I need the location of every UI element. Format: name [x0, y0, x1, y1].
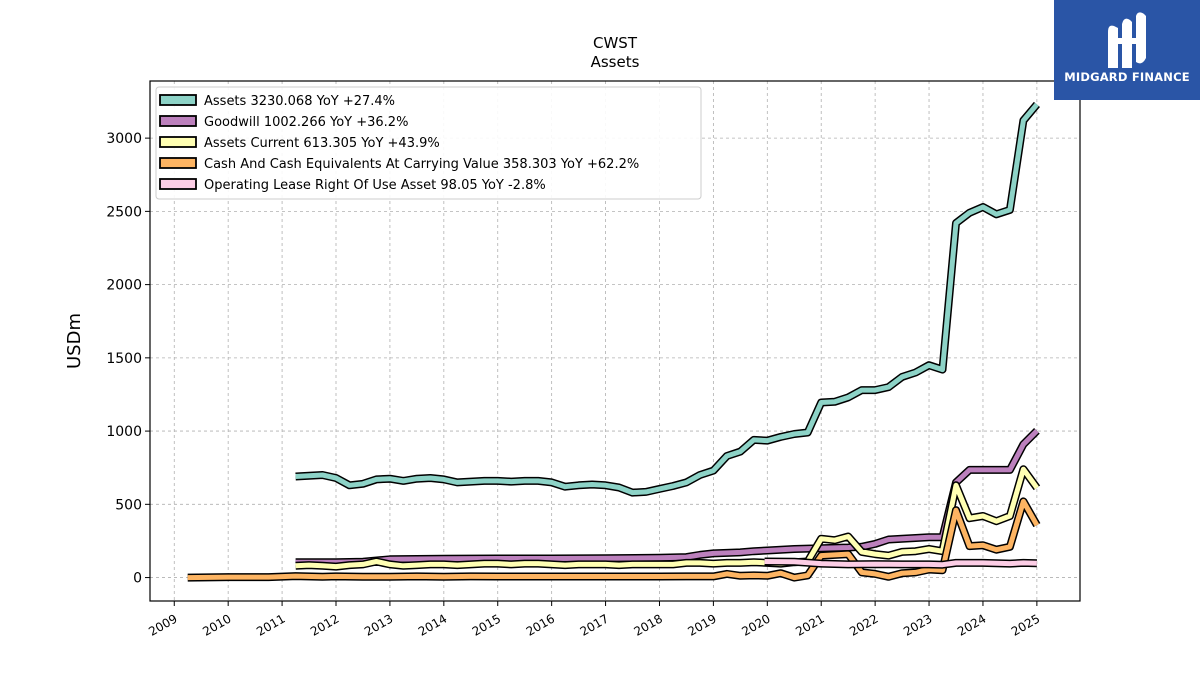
y-tick-label: 1500 — [106, 351, 142, 367]
legend-label: Goodwill 1002.266 YoY +36.2% — [204, 115, 408, 130]
x-tick-label: 2021 — [793, 611, 826, 638]
midgard-finance-logo: MIDGARD FINANCE — [1054, 0, 1200, 100]
legend-label: Assets Current 613.305 YoY +43.9% — [204, 136, 440, 151]
x-tick-label: 2024 — [955, 611, 988, 638]
series-operating-lease-right-of-use-asset — [764, 557, 1037, 569]
x-tick-label: 2017 — [578, 611, 611, 638]
series-assets-current — [295, 465, 1041, 571]
x-tick-label: 2016 — [524, 611, 557, 638]
x-tick-label: 2020 — [739, 611, 772, 638]
y-tick-label: 1000 — [106, 424, 142, 440]
y-tick-label: 3000 — [106, 131, 142, 147]
series-goodwill — [295, 427, 1040, 567]
legend-label: Cash And Cash Equivalents At Carrying Va… — [204, 157, 639, 172]
series-lines — [187, 101, 1041, 582]
x-tick-label: 2009 — [146, 611, 179, 638]
legend-box — [155, 86, 702, 200]
chart-title: CWST — [593, 34, 638, 52]
legend-label: Assets 3230.068 YoY +27.4% — [204, 94, 395, 109]
series-line — [295, 466, 1039, 570]
legend-label: Operating Lease Right Of Use Asset 98.05… — [204, 178, 546, 193]
logo-text: MIDGARD FINANCE — [1064, 70, 1190, 84]
x-tick-label: 2013 — [362, 611, 395, 638]
x-tick-label: 2025 — [1009, 611, 1042, 638]
y-axis-label: USDm — [64, 313, 85, 369]
chart-subtitle: Assets — [591, 53, 640, 71]
y-tick-label: 500 — [115, 497, 142, 513]
y-tick-label: 2500 — [106, 204, 142, 220]
legend: Assets 3230.068 YoY +27.4% Goodwill 1002.… — [155, 86, 702, 200]
legend-swatch — [159, 178, 197, 190]
series-line — [295, 429, 1039, 565]
x-tick-label: 2023 — [901, 611, 934, 638]
x-tick-label: 2012 — [308, 611, 341, 638]
x-tick-label: 2011 — [254, 611, 287, 638]
x-tick-label: 2019 — [685, 611, 718, 638]
y-tick-label: 2000 — [106, 278, 142, 294]
series-line — [187, 498, 1040, 581]
x-tick-label: 2014 — [416, 611, 449, 638]
y-tick-label: 0 — [133, 571, 142, 587]
legend-swatch — [159, 157, 197, 169]
series-line — [764, 559, 1037, 568]
x-tick-label: 2018 — [632, 611, 665, 638]
legend-swatch — [159, 94, 197, 106]
legend-swatch — [159, 115, 197, 127]
series-assets — [295, 101, 1040, 497]
series-line-outline — [295, 427, 1040, 567]
series-cash-and-cash-equivalents-at-carrying-value — [187, 497, 1041, 582]
plot-frame — [149, 80, 1081, 602]
x-tick-label: 2010 — [200, 611, 233, 638]
series-line — [295, 102, 1039, 496]
x-tick-label: 2022 — [847, 611, 880, 638]
x-tick-label: 2015 — [470, 611, 503, 638]
midgard-finance-logo-icon — [1108, 12, 1146, 69]
legend-swatch — [159, 136, 197, 148]
